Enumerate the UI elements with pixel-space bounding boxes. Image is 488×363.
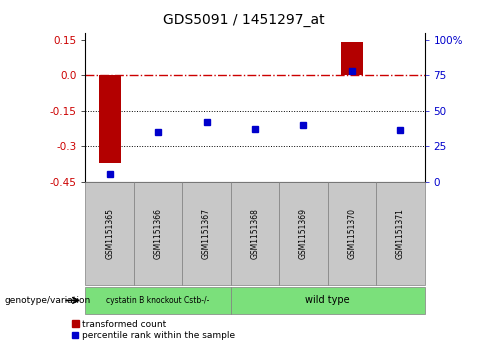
Bar xyxy=(341,42,363,75)
Bar xyxy=(85,182,134,285)
Text: GSM1151366: GSM1151366 xyxy=(154,208,163,259)
Text: GDS5091 / 1451297_at: GDS5091 / 1451297_at xyxy=(163,13,325,27)
Text: GSM1151368: GSM1151368 xyxy=(250,208,260,259)
Bar xyxy=(279,182,327,285)
Text: wild type: wild type xyxy=(305,295,350,305)
Bar xyxy=(99,75,121,163)
Text: cystatin B knockout Cstb-/-: cystatin B knockout Cstb-/- xyxy=(106,296,210,305)
Bar xyxy=(376,182,425,285)
Bar xyxy=(183,182,231,285)
Text: genotype/variation: genotype/variation xyxy=(5,296,91,305)
Text: GSM1151369: GSM1151369 xyxy=(299,208,308,259)
Text: GSM1151371: GSM1151371 xyxy=(396,208,405,259)
Bar xyxy=(327,182,376,285)
Text: GSM1151367: GSM1151367 xyxy=(202,208,211,259)
Bar xyxy=(134,182,183,285)
Bar xyxy=(231,287,425,314)
Bar xyxy=(231,182,279,285)
Text: GSM1151370: GSM1151370 xyxy=(347,208,356,259)
Legend: transformed count, percentile rank within the sample: transformed count, percentile rank withi… xyxy=(68,316,239,344)
Text: GSM1151365: GSM1151365 xyxy=(105,208,114,259)
Bar xyxy=(85,287,231,314)
